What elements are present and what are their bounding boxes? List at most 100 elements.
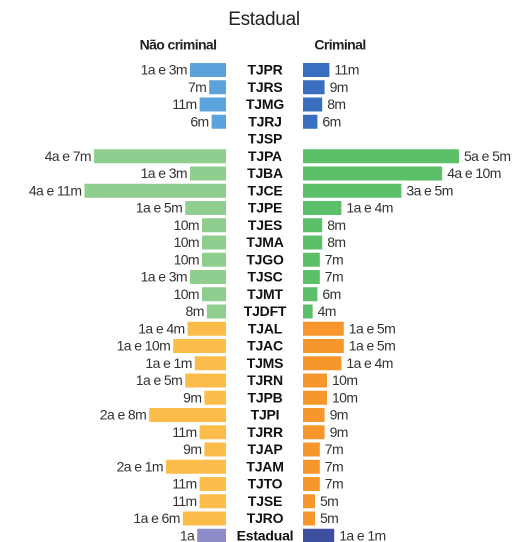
category-label: TJPE (248, 200, 282, 216)
bar (303, 356, 342, 371)
category-label: TJMT (247, 286, 283, 302)
value-label: 9m (330, 424, 348, 440)
bar (199, 494, 226, 509)
value-label: 4a e 10m (447, 165, 501, 181)
bar (202, 287, 226, 302)
bar (303, 477, 320, 491)
bar (190, 166, 226, 181)
category-label: TJSC (248, 269, 283, 285)
bar (303, 218, 323, 233)
category-label: TJTO (248, 476, 283, 492)
value-label: 1a e 3m (141, 165, 187, 181)
value-label: 1a e 6m (133, 510, 179, 526)
bar (204, 442, 226, 457)
value-label: 5a e 5m (464, 148, 510, 164)
bar (190, 63, 226, 77)
value-label: 2a e 1m (117, 458, 163, 474)
bar (303, 408, 325, 422)
value-label: 1a e 5m (349, 338, 395, 354)
bar (199, 97, 226, 112)
value-label: 11m (172, 424, 196, 440)
value-label: 1a (180, 527, 195, 542)
bar (303, 63, 330, 77)
value-label: 9m (330, 407, 348, 423)
value-label: 1a e 5m (136, 372, 182, 388)
value-label: 2a e 8m (100, 407, 146, 423)
bar (202, 235, 226, 250)
category-label: TJRO (247, 510, 284, 526)
bar (303, 494, 315, 509)
category-label: TJBA (247, 165, 283, 181)
bar (303, 459, 320, 474)
bar (303, 97, 323, 112)
category-label: TJMS (247, 355, 284, 371)
bar (185, 201, 226, 215)
value-label: 9m (330, 79, 348, 95)
bar (209, 80, 226, 95)
value-label: 7m (325, 476, 343, 492)
bar (84, 183, 227, 198)
value-label: 11m (172, 96, 196, 112)
value-label: 9m (183, 441, 201, 457)
value-label: 11m (172, 476, 196, 492)
value-label: 4a e 11m (29, 182, 82, 198)
value-label: 8m (327, 234, 345, 250)
category-label: TJPI (251, 407, 280, 423)
bar (182, 511, 226, 526)
category-label: Estadual (237, 527, 294, 542)
value-label: 7m (188, 79, 206, 95)
category-label: TJCE (248, 182, 283, 198)
value-label: 7m (325, 441, 343, 457)
bar (303, 201, 342, 215)
bar (206, 304, 226, 319)
category-label: TJAC (247, 338, 283, 354)
bar (303, 511, 315, 526)
value-label: 5m (320, 493, 338, 509)
bar (94, 149, 226, 164)
left-header: Não criminal (140, 37, 217, 53)
bar (211, 114, 226, 129)
bar (303, 339, 344, 353)
bar (303, 373, 327, 388)
right-header: Criminal (314, 37, 365, 53)
category-label: TJSP (248, 131, 282, 147)
bar (149, 408, 226, 422)
bar (303, 235, 323, 250)
bar (303, 166, 443, 181)
value-label: 3a e 5m (406, 182, 452, 198)
value-label: 7m (325, 251, 343, 267)
category-label: TJRS (248, 79, 283, 95)
bar (173, 339, 226, 353)
value-label: 5m (320, 510, 338, 526)
bar (202, 252, 226, 267)
value-label: 7m (325, 458, 343, 474)
bar (185, 373, 226, 388)
value-label: 1a e 5m (349, 320, 395, 336)
bar (303, 442, 320, 457)
bar (303, 252, 320, 267)
category-label: TJRN (247, 372, 283, 388)
bar (202, 218, 226, 233)
bar (190, 270, 226, 284)
bar (303, 528, 335, 542)
bar (303, 183, 402, 198)
value-label: 11m (172, 493, 196, 509)
bar (197, 528, 226, 542)
value-label: 10m (174, 286, 199, 302)
value-label: 1a e 1m (145, 355, 191, 371)
value-label: 1a e 1m (339, 527, 385, 542)
value-label: 9m (183, 389, 201, 405)
value-label: 8m (327, 96, 345, 112)
value-label: 6m (190, 113, 208, 129)
category-label: TJES (248, 217, 282, 233)
chart-title: Estadual (228, 9, 300, 30)
value-label: 1a e 5m (136, 200, 182, 216)
value-label: 8m (186, 303, 204, 319)
value-label: 4m (318, 303, 336, 319)
category-label: TJMG (246, 96, 284, 112)
value-label: 10m (332, 389, 357, 405)
category-label: TJRJ (248, 113, 281, 129)
category-label: TJSE (248, 493, 282, 509)
value-label: 1a e 4m (346, 200, 392, 216)
value-label: 10m (332, 372, 357, 388)
